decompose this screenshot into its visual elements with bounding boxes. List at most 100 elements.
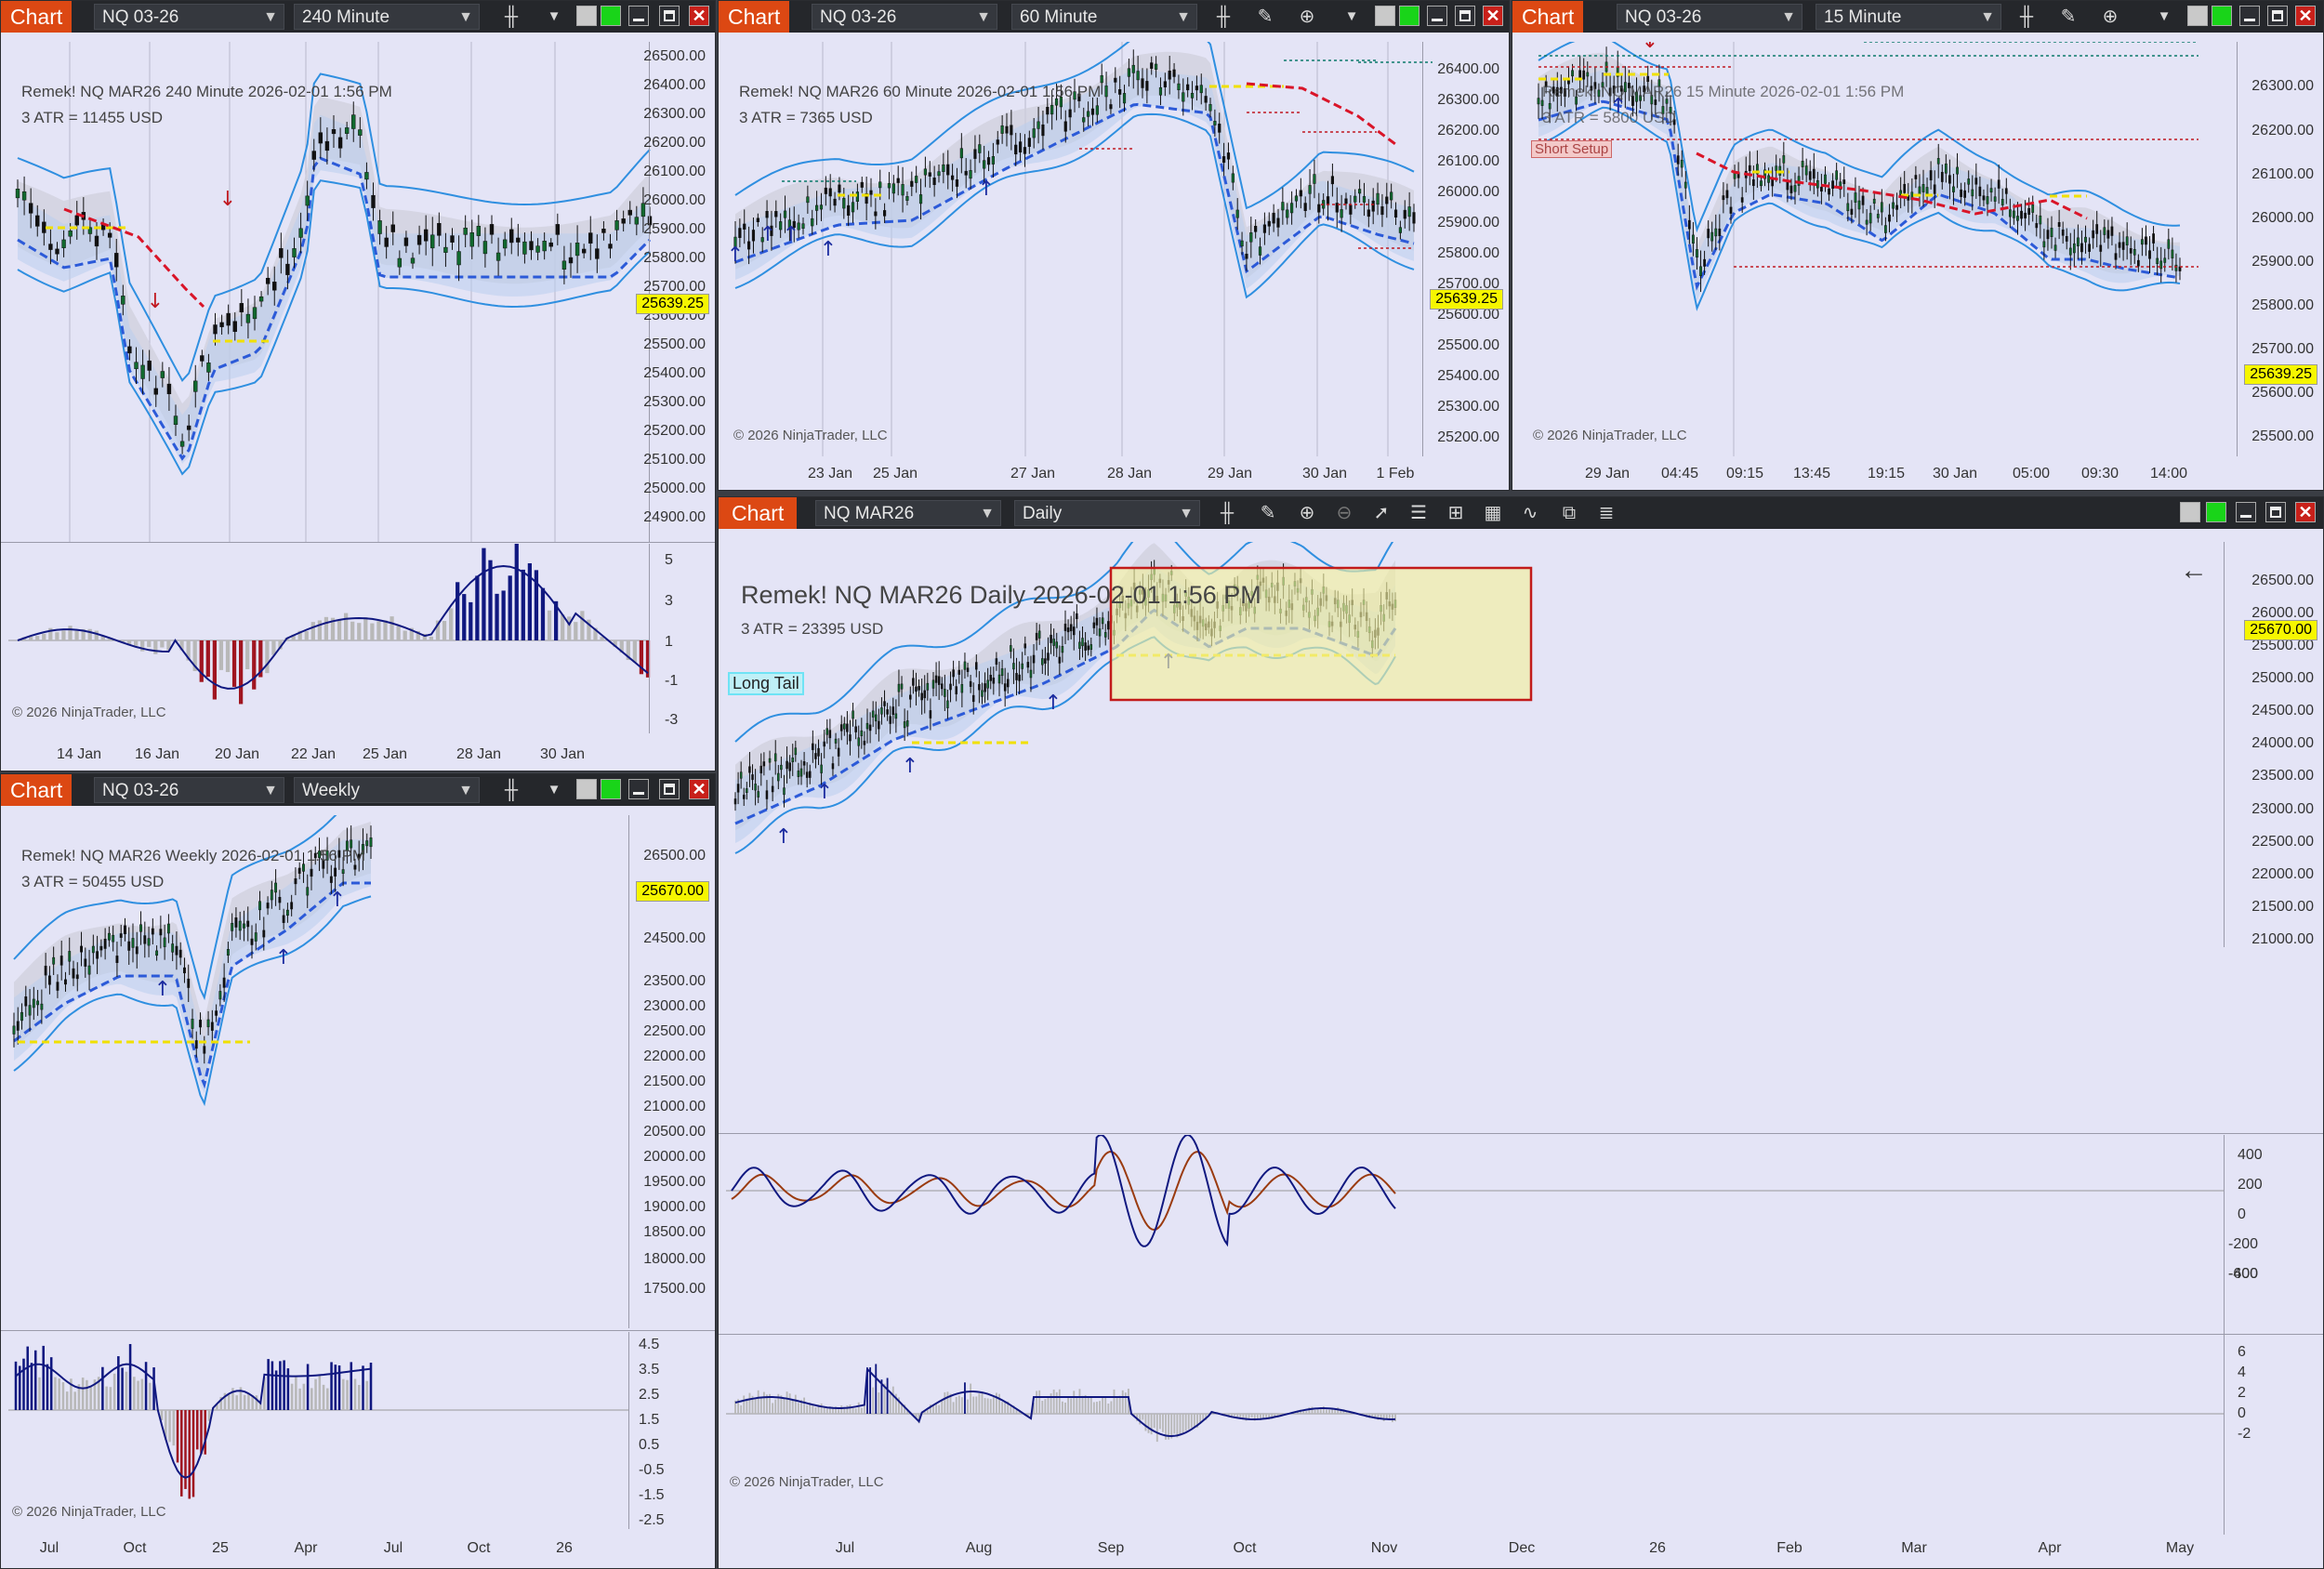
time-tick: 30 Jan: [1301, 466, 1348, 481]
price-panel[interactable]: ↑ ↑ ↑ Remek! NQ MAR26 Weekly 2026-02-01 1:…: [8, 815, 709, 1328]
more-tools-icon[interactable]: ▼: [547, 8, 561, 24]
interval-selector[interactable]: Daily ▼: [1014, 500, 1200, 526]
chart-menu-button[interactable]: Chart: [1512, 1, 1584, 33]
price-axis[interactable]: 26300.00 26200.00 26100.00 26000.00 2590…: [2237, 42, 2317, 456]
pencil-icon[interactable]: ✎: [2060, 7, 2077, 27]
long-tail-tag[interactable]: Long Tail: [728, 672, 804, 695]
price-panel[interactable]: ↑↑↑↑↑ Remek! NQ MAR26 Daily 2026-02-01 1…: [726, 542, 2317, 947]
zoom-in-icon[interactable]: ⊕: [2102, 7, 2119, 27]
price-axis[interactable]: 26500.00 24500.00 23500.00 23000.00 2250…: [628, 815, 709, 1328]
zoom-in-icon[interactable]: ⊕: [1299, 7, 1315, 27]
link-button[interactable]: [576, 779, 597, 799]
price-axis[interactable]: 26500.00 26000.00 25500.00 25000.00 2450…: [2224, 542, 2317, 947]
more-tools-icon[interactable]: ▼: [1344, 8, 1359, 24]
bar-style-icon[interactable]: ╫: [1216, 7, 1231, 27]
time-axis[interactable]: Jul Aug Sep Oct Nov Dec 26 Feb Mar Apr M…: [726, 1535, 2223, 1566]
instrument-selector[interactable]: NQ 03-26 ▼: [1617, 4, 1802, 30]
oscillator-axis[interactable]: 400 200 0 -200 -400: [2224, 1135, 2317, 1282]
short-setup-tag[interactable]: Short Setup: [1531, 140, 1613, 158]
oscillator-panel[interactable]: © 2026 NinjaTrader, LLC 4.5 3.5 2.5 1.5 …: [8, 1332, 709, 1529]
oscillator-axis[interactable]: 4.5 3.5 2.5 1.5 0.5 -0.5 -1.5 -2.5: [628, 1332, 709, 1529]
close-button[interactable]: ✕: [2295, 502, 2316, 522]
time-axis[interactable]: Jul Oct 25 Apr Jul Oct 26: [8, 1531, 631, 1566]
histogram-bar: [981, 1391, 984, 1414]
minimize-button[interactable]: [2236, 502, 2256, 522]
chart-trader-icon[interactable]: ▦: [1484, 503, 1502, 523]
candle-body: [1326, 196, 1330, 205]
price-tick: 18500.00: [643, 1224, 706, 1240]
bar-style-icon[interactable]: ╫: [2019, 7, 2034, 27]
chart-menu-button[interactable]: Chart: [1, 1, 73, 33]
candle-body: [878, 720, 880, 730]
panel-divider[interactable]: [1, 542, 715, 543]
panel-divider[interactable]: [1, 1330, 715, 1331]
close-button[interactable]: ✕: [689, 6, 709, 26]
link-button[interactable]: [2187, 6, 2208, 26]
bar-style-icon[interactable]: ╫: [504, 7, 519, 27]
instrument-selector[interactable]: NQ MAR26 ▼: [815, 500, 1001, 526]
back-arrow-icon[interactable]: ←: [2180, 555, 2208, 586]
chevron-down-icon: ▼: [1980, 9, 1995, 25]
oscillator-panel-2[interactable]: © 2026 NinjaTrader, LLC 6 4 2 0 -2: [726, 1336, 2317, 1535]
candle-body: [542, 241, 547, 252]
price-tick: 25800.00: [1437, 245, 1499, 261]
pencil-icon[interactable]: ✎: [1257, 7, 1274, 27]
pencil-icon[interactable]: ✎: [1260, 503, 1276, 523]
time-axis[interactable]: 29 Jan 04:45 09:15 13:45 19:15 30 Jan 05…: [1529, 458, 2236, 490]
data-box-icon[interactable]: ⊞: [1447, 503, 1464, 523]
oscillator-axis[interactable]: 6 4 2 0 -2: [2224, 1336, 2317, 1535]
link-button[interactable]: [576, 6, 597, 26]
interval-selector[interactable]: Weekly ▼: [294, 777, 480, 803]
time-axis[interactable]: 14 Jan 16 Jan 20 Jan 22 Jan 25 Jan 28 Ja…: [8, 735, 650, 769]
price-panel[interactable]: ↑ ↑ ↑ ↑ ↑ Remek! NQ MAR26 60 Minute 2026-02-…: [726, 42, 1503, 456]
price-axis[interactable]: 26400.00 26300.00 26200.00 26100.00 2600…: [1422, 42, 1503, 456]
close-button[interactable]: ✕: [1483, 6, 1503, 26]
instrument-selector[interactable]: NQ 03-26 ▼: [94, 4, 284, 30]
interval-selector[interactable]: 240 Minute ▼: [294, 4, 480, 30]
minimize-button[interactable]: [1427, 6, 1447, 26]
zoom-out-icon[interactable]: ⊖: [1336, 503, 1353, 523]
maximize-button[interactable]: [659, 779, 680, 799]
interval-selector[interactable]: 15 Minute ▼: [1816, 4, 2001, 30]
link-button[interactable]: [2180, 502, 2200, 522]
strategies-icon[interactable]: ⧉: [1562, 503, 1577, 523]
histogram-bar: [283, 1360, 285, 1410]
bar-style-icon[interactable]: ╫: [1220, 503, 1235, 523]
histogram-bar: [409, 627, 414, 640]
indicators-icon[interactable]: ∿: [1522, 503, 1538, 523]
more-tools-icon[interactable]: ▼: [547, 782, 561, 798]
link-button[interactable]: [1375, 6, 1395, 26]
instrument-selector[interactable]: NQ 03-26 ▼: [812, 4, 997, 30]
maximize-button[interactable]: [1455, 6, 1475, 26]
bar-style-icon[interactable]: ╫: [504, 780, 519, 800]
close-button[interactable]: ✕: [2295, 6, 2316, 26]
pointer-icon[interactable]: ➚: [1373, 503, 1390, 523]
minimize-button[interactable]: [628, 6, 649, 26]
chart-menu-button[interactable]: Chart: [719, 497, 798, 529]
chart-menu-button[interactable]: Chart: [1, 774, 73, 806]
list-icon[interactable]: ≣: [1598, 503, 1615, 523]
time-axis[interactable]: 23 Jan 25 Jan 27 Jan 28 Jan 29 Jan 30 Ja…: [726, 458, 1423, 490]
price-panel[interactable]: ↓ ↓ Remek! NQ MAR26 240 Minute 2026-02-01…: [8, 42, 709, 542]
more-tools-icon[interactable]: ▼: [2157, 8, 2172, 24]
instrument-selector[interactable]: NQ 03-26 ▼: [94, 777, 284, 803]
minimize-button[interactable]: [2239, 6, 2260, 26]
maximize-button[interactable]: [2265, 502, 2286, 522]
maximize-button[interactable]: [659, 6, 680, 26]
panel-divider[interactable]: [719, 1133, 2323, 1134]
close-button[interactable]: ✕: [689, 779, 709, 799]
panel-divider[interactable]: [719, 1334, 2323, 1335]
zoom-in-icon[interactable]: ⊕: [1299, 503, 1315, 523]
chart-menu-button[interactable]: Chart: [719, 1, 790, 33]
oscillator-panel[interactable]: © 2026 NinjaTrader, LLC 5 3 1 -1 -3: [8, 544, 709, 733]
oscillator-panel-1[interactable]: 400 200 0 -200 -400: [726, 1135, 2317, 1282]
candle-body: [298, 228, 303, 238]
oscillator-axis[interactable]: 5 3 1 -1 -3: [649, 544, 709, 733]
interval-selector[interactable]: 60 Minute ▼: [1011, 4, 1197, 30]
histogram-bar: [580, 611, 585, 640]
maximize-button[interactable]: [2267, 6, 2288, 26]
price-panel[interactable]: ↑↓ Remek! NQ MAR26 15 Minute 2026-02-01 …: [1529, 42, 2317, 456]
price-axis[interactable]: 26500.00 26400.00 26300.00 26200.00 2610…: [636, 42, 709, 542]
properties-icon[interactable]: ☰: [1410, 503, 1427, 523]
minimize-button[interactable]: [628, 779, 649, 799]
